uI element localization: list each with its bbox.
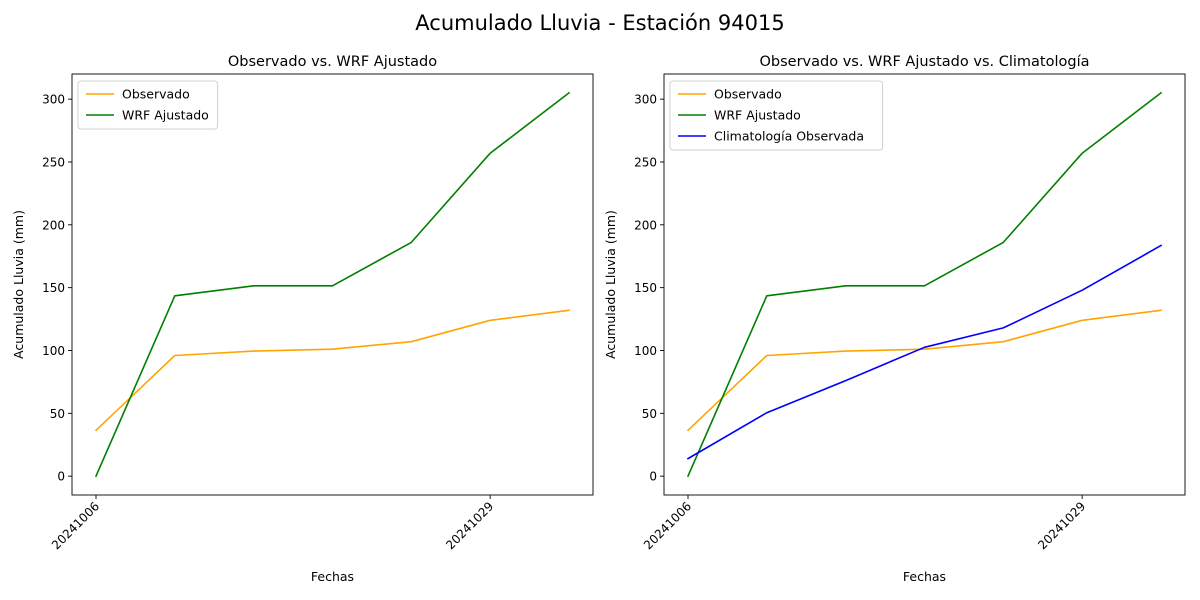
- x-tick-label: 20241006: [49, 499, 102, 552]
- legend-entry: Observado: [122, 87, 190, 102]
- x-tick-label: 20241029: [1035, 499, 1088, 552]
- figure-suptitle: Acumulado Lluvia - Estación 94015: [415, 11, 784, 35]
- y-tick-label: 0: [649, 470, 657, 484]
- axes-frame: [663, 73, 1186, 496]
- series-line-observado: [686, 309, 1162, 432]
- x-tick-label: 20241029: [443, 499, 496, 552]
- chart-panel-1: Observado vs. WRF Ajustado 0 50 100 150 200 25…: [11, 54, 594, 584]
- y-axis-label: Acumulado Lluvia (mm): [603, 210, 618, 359]
- y-tick-label: 150: [42, 281, 65, 295]
- y-tick-label: 50: [642, 407, 657, 421]
- y-tick-label: 200: [634, 218, 657, 232]
- legend: Observado WRF Ajustado: [77, 80, 219, 130]
- axes-frame: [71, 73, 594, 496]
- y-tick-label: 250: [634, 155, 657, 169]
- chart-panel-2: Observado vs. WRF Ajustado vs. Climatolo…: [603, 54, 1186, 584]
- y-tick-label: 250: [42, 155, 65, 169]
- series-line-wrf-ajustado: [94, 91, 571, 478]
- x-axis-label: Fechas: [311, 569, 354, 584]
- legend-box: [77, 80, 219, 130]
- y-tick-label: 100: [42, 344, 65, 358]
- legend-entry: Observado: [714, 87, 782, 102]
- y-axis-label: Acumulado Lluvia (mm): [11, 210, 26, 359]
- series-line-climatología-observada: [686, 244, 1163, 460]
- chart-title: Observado vs. WRF Ajustado vs. Climatolo…: [760, 54, 1090, 70]
- y-tick-label: 200: [42, 218, 65, 232]
- y-tick-label: 150: [634, 281, 657, 295]
- y-tick-label: 50: [50, 407, 65, 421]
- y-tick-label: 100: [634, 344, 657, 358]
- x-axis-label: Fechas: [903, 569, 946, 584]
- y-tick-label: 300: [42, 93, 65, 107]
- legend-entry: WRF Ajustado: [122, 108, 209, 123]
- chart-title: Observado vs. WRF Ajustado: [228, 54, 437, 70]
- series-line-wrf-ajustado: [686, 91, 1163, 478]
- y-tick-label: 300: [634, 93, 657, 107]
- x-tick-label: 20241006: [641, 499, 694, 552]
- y-tick-label: 0: [57, 470, 65, 484]
- legend-entry: Climatología Observada: [714, 129, 864, 144]
- legend-box: [669, 80, 884, 151]
- legend-entry: WRF Ajustado: [714, 108, 801, 123]
- legend: Observado WRF Ajustado Climatología Observ…: [669, 80, 884, 151]
- series-line-observado: [94, 309, 570, 432]
